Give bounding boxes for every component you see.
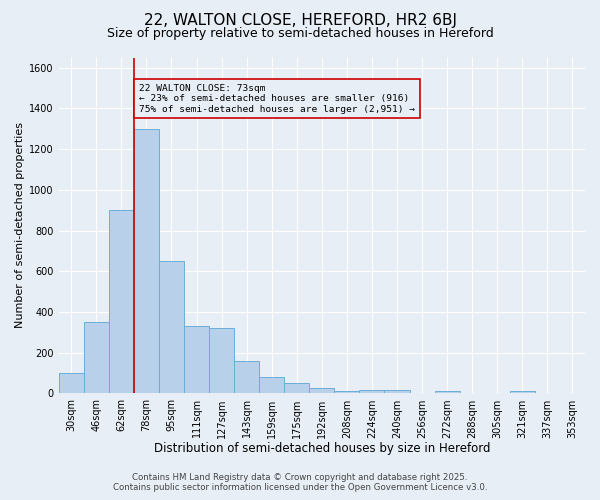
Bar [159, 261, 184, 394]
Bar [209, 328, 234, 394]
Text: Contains HM Land Registry data © Crown copyright and database right 2025.
Contai: Contains HM Land Registry data © Crown c… [113, 473, 487, 492]
Text: 22 WALTON CLOSE: 73sqm
← 23% of semi-detached houses are smaller (916)
75% of se: 22 WALTON CLOSE: 73sqm ← 23% of semi-det… [139, 84, 415, 114]
Y-axis label: Number of semi-detached properties: Number of semi-detached properties [15, 122, 25, 328]
Bar [359, 390, 385, 394]
Bar [309, 388, 334, 394]
Bar [434, 392, 460, 394]
Bar [284, 384, 309, 394]
Bar [259, 377, 284, 394]
Bar [134, 129, 159, 394]
Bar [184, 326, 209, 394]
Bar [334, 392, 359, 394]
X-axis label: Distribution of semi-detached houses by size in Hereford: Distribution of semi-detached houses by … [154, 442, 490, 455]
Bar [59, 373, 84, 394]
Bar [385, 390, 410, 394]
Bar [510, 392, 535, 394]
Bar [84, 322, 109, 394]
Text: Size of property relative to semi-detached houses in Hereford: Size of property relative to semi-detach… [107, 28, 493, 40]
Text: 22, WALTON CLOSE, HEREFORD, HR2 6BJ: 22, WALTON CLOSE, HEREFORD, HR2 6BJ [143, 12, 457, 28]
Bar [234, 361, 259, 394]
Bar [109, 210, 134, 394]
